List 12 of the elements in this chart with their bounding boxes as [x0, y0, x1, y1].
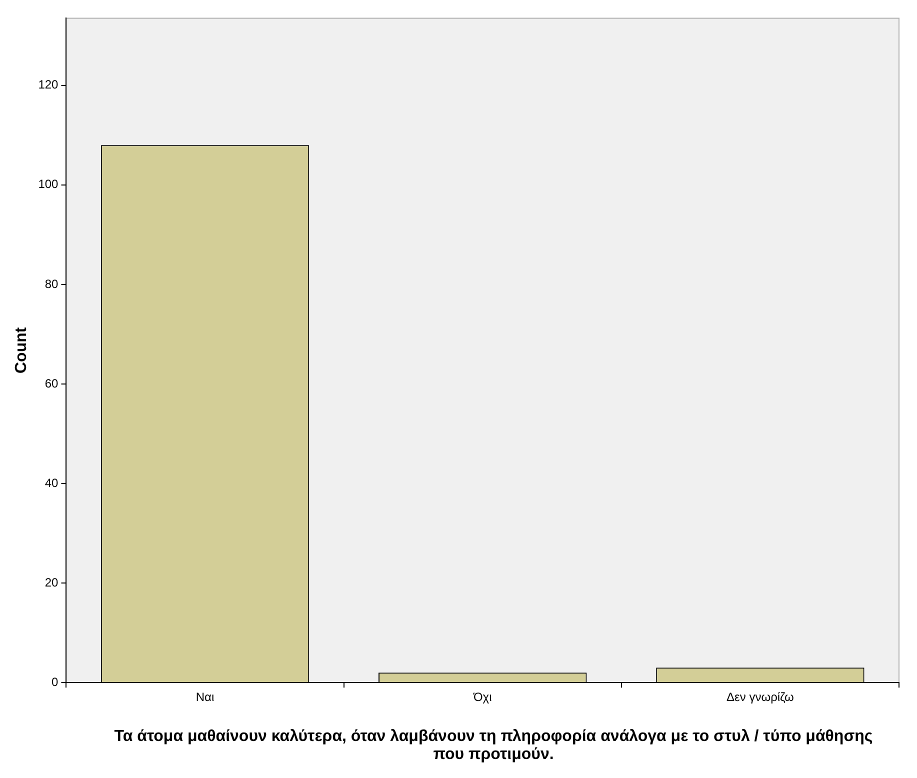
y-tick-label: 40 — [44, 476, 59, 490]
y-tick-label: 60 — [44, 376, 59, 390]
x-axis-title: Τα άτομα μαθαίνουν καλύτερα, όταν λαμβάνουν τη πληροφορία ανάλογα με το στυλ / τύπο μάθησης που προτιμούν. — [113, 728, 874, 764]
y-tick-label: 80 — [44, 276, 59, 291]
x-tick-label: Δεν γνωρίζω — [726, 690, 794, 704]
y-tick-label: 20 — [44, 575, 59, 590]
x-tick-label: Όχι — [472, 690, 492, 704]
y-tick-label: 100 — [38, 177, 59, 192]
x-tick-label: Ναι — [196, 690, 214, 704]
y-tick-label: 0 — [52, 674, 59, 689]
y-tick-label: 120 — [38, 78, 59, 92]
y-axis-title: Count — [13, 326, 30, 374]
